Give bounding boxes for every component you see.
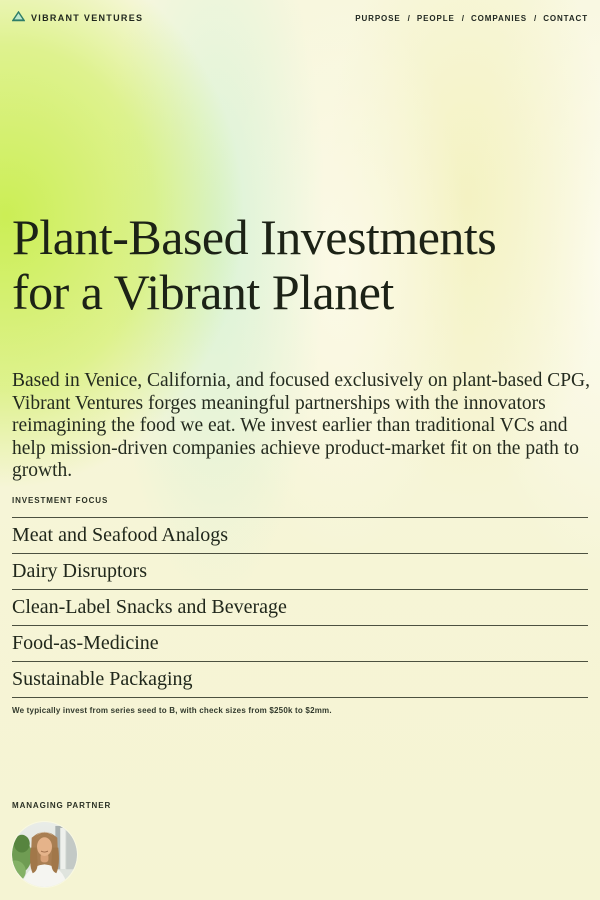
brand-logo[interactable]: VIBRANT VENTURES [11,9,144,27]
page-title: Plant-Based Investments for a Vibrant Pl… [12,210,588,320]
nav-separator: / [461,13,464,23]
managing-partner-label: MANAGING PARTNER [12,801,112,810]
investment-focus-list: Meat and Seafood Analogs Dairy Disruptor… [12,517,588,698]
header: VIBRANT VENTURES PURPOSE / PEOPLE / COMP… [0,0,600,27]
focus-list-item: Meat and Seafood Analogs [12,517,588,553]
nav-separator: / [533,13,537,23]
focus-list-item: Food-as-Medicine [12,625,588,661]
partner-headshot-avatar[interactable] [12,822,77,887]
page-title-line1: Plant-Based Investments [12,209,497,265]
main-nav: PURPOSE / PEOPLE / COMPANIES / CONTACT [355,14,588,23]
focus-list-item: Dairy Disruptors [12,553,588,589]
nav-link-people[interactable]: PEOPLE [416,13,455,23]
focus-list-item: Clean-Label Snacks and Beverage [12,589,588,625]
nav-link-contact[interactable]: CONTACT [543,13,588,23]
nav-separator: / [407,13,410,23]
partner-headshot-illustration [12,822,77,887]
nav-link-companies[interactable]: COMPANIES [470,13,527,23]
investment-focus-label: INVESTMENT FOCUS [12,496,109,505]
triangle-mountain-icon [11,9,26,27]
brand-name: VIBRANT VENTURES [31,13,144,23]
page-title-line2: for a Vibrant Planet [12,264,394,320]
investment-note: We typically invest from series seed to … [12,706,332,715]
nav-link-purpose[interactable]: PURPOSE [355,13,401,23]
focus-list-item: Sustainable Packaging [12,661,588,697]
intro-paragraph: Based in Venice, California, and focused… [12,370,591,481]
